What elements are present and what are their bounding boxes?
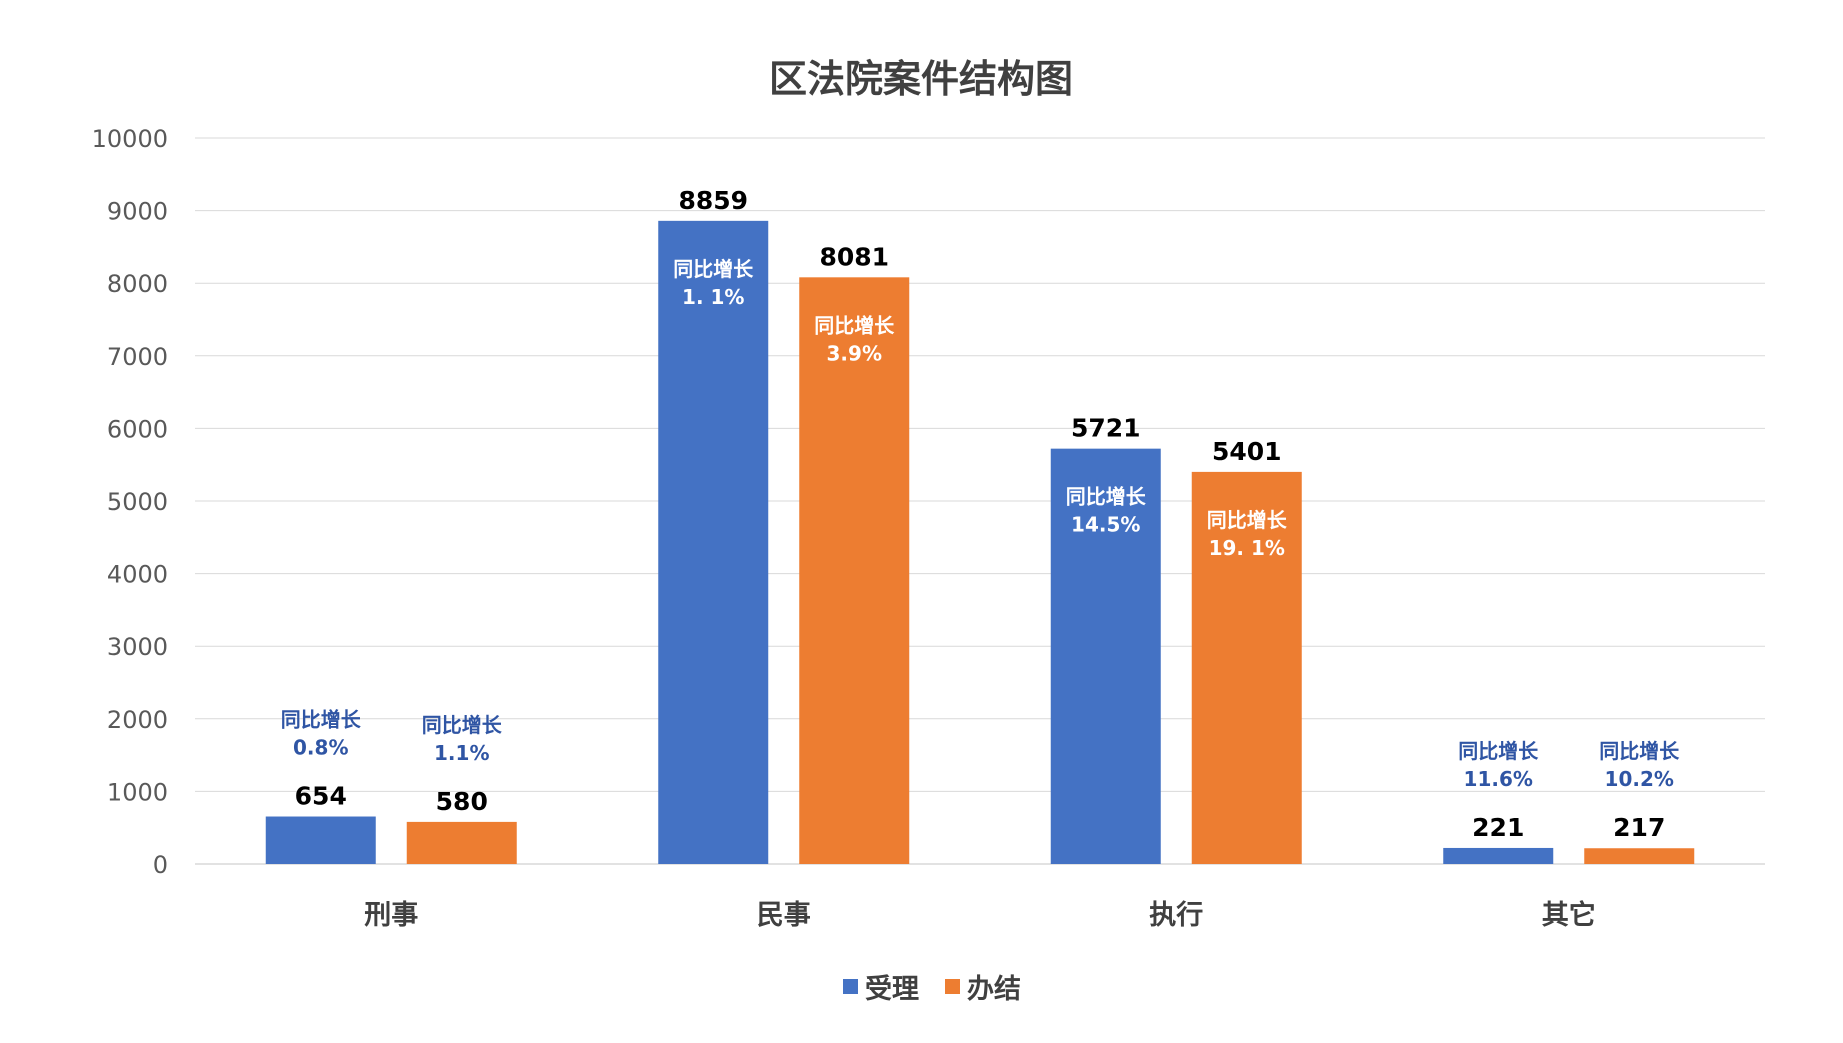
data-label: 580 <box>436 787 488 816</box>
y-tick-label: 9000 <box>107 198 168 226</box>
growth-annotation-value: 14.5% <box>1071 513 1140 537</box>
data-label: 8081 <box>819 242 889 271</box>
growth-annotation-label: 同比增长 <box>281 708 362 732</box>
growth-annotation-label: 同比增长 <box>1207 508 1288 532</box>
legend-label: 受理 <box>865 973 919 1005</box>
y-tick-label: 8000 <box>107 270 168 298</box>
legend: 受理 办结 <box>843 973 1021 1005</box>
growth-annotation-label: 同比增长 <box>673 257 754 281</box>
data-label: 221 <box>1472 813 1524 842</box>
data-label: 5721 <box>1071 414 1141 443</box>
growth-annotation-label: 同比增长 <box>1458 739 1539 763</box>
y-tick-label: 10000 <box>92 125 168 153</box>
y-tick-label: 2000 <box>107 706 168 734</box>
data-label: 217 <box>1613 813 1665 842</box>
bars <box>265 220 1695 864</box>
y-tick-label: 7000 <box>107 343 168 371</box>
growth-annotation-label: 同比增长 <box>422 713 503 737</box>
bar-办结-民事 <box>799 277 910 864</box>
data-label: 654 <box>295 782 347 811</box>
growth-annotation-value: 1. 1% <box>682 285 744 309</box>
data-label: 5401 <box>1212 437 1282 466</box>
growth-annotation-value: 19. 1% <box>1209 536 1285 560</box>
growth-annotation-value: 3.9% <box>827 341 882 365</box>
bar-labels: 654 同比增长 0.8% 580 同比增长 1.1% 8859 同比增长 1. 1% 8081 同… <box>281 186 1681 842</box>
x-axis-categories: 刑事 民事 执行 其它 <box>364 899 1596 931</box>
bar-办结-其它 <box>1584 848 1695 864</box>
y-tick-label: 4000 <box>107 561 168 589</box>
x-tick-label: 刑事 <box>364 900 418 931</box>
legend-swatch <box>843 979 858 994</box>
x-tick-label: 其它 <box>1542 899 1596 931</box>
y-tick-label: 1000 <box>107 778 168 806</box>
x-tick-label: 执行 <box>1149 899 1203 931</box>
growth-annotation-value: 10.2% <box>1605 767 1674 791</box>
gridlines <box>195 137 1765 865</box>
x-tick-label: 民事 <box>757 900 811 931</box>
y-tick-label: 5000 <box>107 488 168 516</box>
chart-title: 区法院案件结构图 <box>769 57 1073 101</box>
y-tick-label: 6000 <box>107 415 168 443</box>
bar-受理-执行 <box>1050 448 1161 864</box>
data-label: 8859 <box>678 186 748 215</box>
bar-受理-刑事 <box>265 816 376 864</box>
bar-办结-执行 <box>1191 471 1302 864</box>
growth-annotation-value: 11.6% <box>1464 767 1533 791</box>
growth-annotation-label: 同比增长 <box>814 313 895 337</box>
legend-label: 办结 <box>967 974 1021 1005</box>
bar-受理-民事 <box>658 220 769 864</box>
bar-受理-其它 <box>1443 847 1554 864</box>
growth-annotation-label: 同比增长 <box>1066 485 1147 509</box>
legend-swatch <box>945 979 960 994</box>
y-tick-label: 0 <box>153 851 168 879</box>
growth-annotation-label: 同比增长 <box>1599 739 1680 763</box>
y-tick-label: 3000 <box>107 633 168 661</box>
growth-annotation-value: 0.8% <box>293 736 348 760</box>
bar-办结-刑事 <box>406 821 517 864</box>
y-axis-ticks: 0 1000 2000 3000 4000 5000 6000 7000 8000 9000 100… <box>92 125 168 879</box>
growth-annotation-value: 1.1% <box>434 741 489 765</box>
